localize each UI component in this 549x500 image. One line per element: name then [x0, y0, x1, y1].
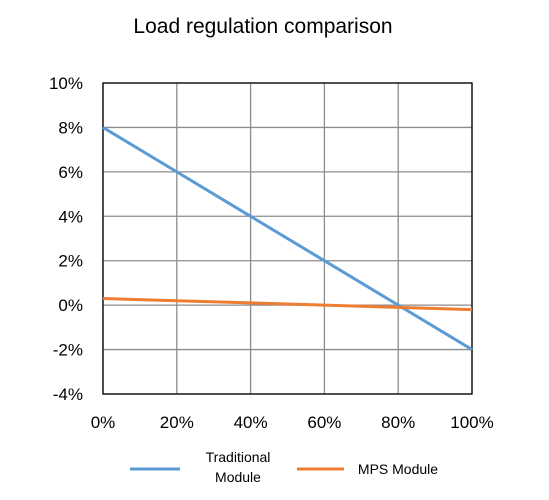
- x-tick-label: 40%: [234, 413, 268, 432]
- series-lines: [102, 126, 473, 351]
- x-tick-label: 60%: [307, 413, 341, 432]
- legend-label-0: Traditional: [206, 449, 271, 465]
- x-tick-label: 80%: [381, 413, 415, 432]
- y-tick-label: -2%: [53, 341, 83, 360]
- legend-label-1: MPS Module: [358, 461, 438, 477]
- y-tick-label: 0%: [58, 296, 83, 315]
- x-axis-tick-labels: 0% 20% 40% 60% 80% 100%: [91, 413, 494, 432]
- y-tick-label: 4%: [58, 207, 83, 226]
- plot-grid: [102, 82, 473, 395]
- y-tick-label: 6%: [58, 163, 83, 182]
- series-line-1: [102, 296, 473, 312]
- y-tick-label: -4%: [53, 385, 83, 404]
- x-tick-label: 100%: [450, 413, 493, 432]
- y-tick-label: 2%: [58, 252, 83, 271]
- x-tick-label: 20%: [160, 413, 194, 432]
- plot-frame: [102, 82, 473, 395]
- legend: Traditional Module MPS Module: [130, 449, 438, 485]
- y-tick-label: 8%: [58, 118, 83, 137]
- y-axis-tick-labels: 10% 8% 6% 4% 2% 0% -2% -4%: [49, 74, 83, 404]
- y-tick-label: 10%: [49, 74, 83, 93]
- series-line-0: [102, 126, 473, 351]
- legend-label-0: Module: [215, 469, 261, 485]
- x-tick-label: 0%: [91, 413, 116, 432]
- chart-title: Load regulation comparison: [133, 15, 392, 38]
